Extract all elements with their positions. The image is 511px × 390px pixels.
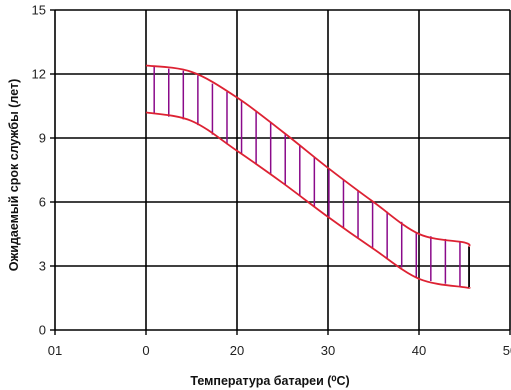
y-axis-title: Ожидаемый срок службы (лет) xyxy=(7,79,21,272)
band-upper-line xyxy=(145,64,471,248)
y-tick-label-4: 12 xyxy=(32,67,46,82)
y-tick-label-3: 9 xyxy=(39,131,46,146)
grid-layer xyxy=(55,9,511,330)
y-tick-label-1: 3 xyxy=(39,259,46,274)
x-tick-label-1: 0 xyxy=(142,343,149,358)
label-layer: 0369121501020304050 xyxy=(32,3,511,359)
x-tick-label-0: 01 xyxy=(48,343,62,358)
y-tick-label-0: 0 xyxy=(39,323,46,338)
band-layer xyxy=(145,64,471,289)
x-axis-title: Температура батареи (⁰C) xyxy=(190,374,349,388)
x-tick-label-2: 20 xyxy=(230,343,244,358)
axis-layer xyxy=(50,9,511,335)
band-lower-line xyxy=(145,111,471,289)
x-tick-label-3: 30 xyxy=(321,343,335,358)
y-tick-label-5: 15 xyxy=(32,3,46,18)
y-tick-label-2: 6 xyxy=(39,195,46,210)
x-tick-label-4: 40 xyxy=(412,343,426,358)
x-tick-label-5: 50 xyxy=(503,343,511,358)
